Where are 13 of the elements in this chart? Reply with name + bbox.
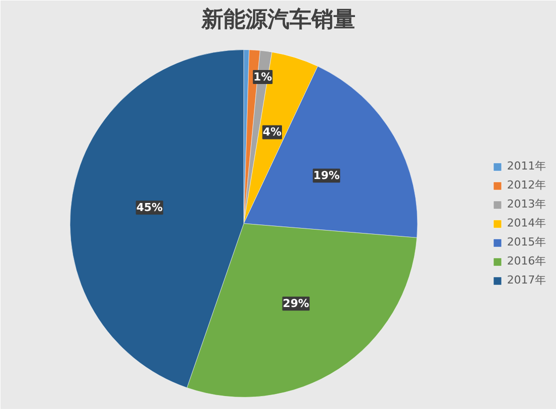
- data-label: 1%: [253, 70, 272, 84]
- data-label: 29%: [282, 297, 310, 310]
- legend-label: 2013年: [507, 196, 546, 212]
- legend-label: 2014年: [507, 216, 546, 230]
- legend-label: 2017年: [507, 272, 546, 288]
- data-label: 45%: [136, 201, 163, 214]
- data-label: 19%: [313, 169, 340, 182]
- legend-label: 2015年: [507, 234, 546, 250]
- legend-label: 2012年: [507, 178, 546, 192]
- chart-title: 新能源汽车销量: [200, 6, 356, 32]
- data-label: 4%: [262, 126, 282, 139]
- legend-label: 2016年: [507, 254, 546, 268]
- legend-label: 2011年: [507, 158, 546, 174]
